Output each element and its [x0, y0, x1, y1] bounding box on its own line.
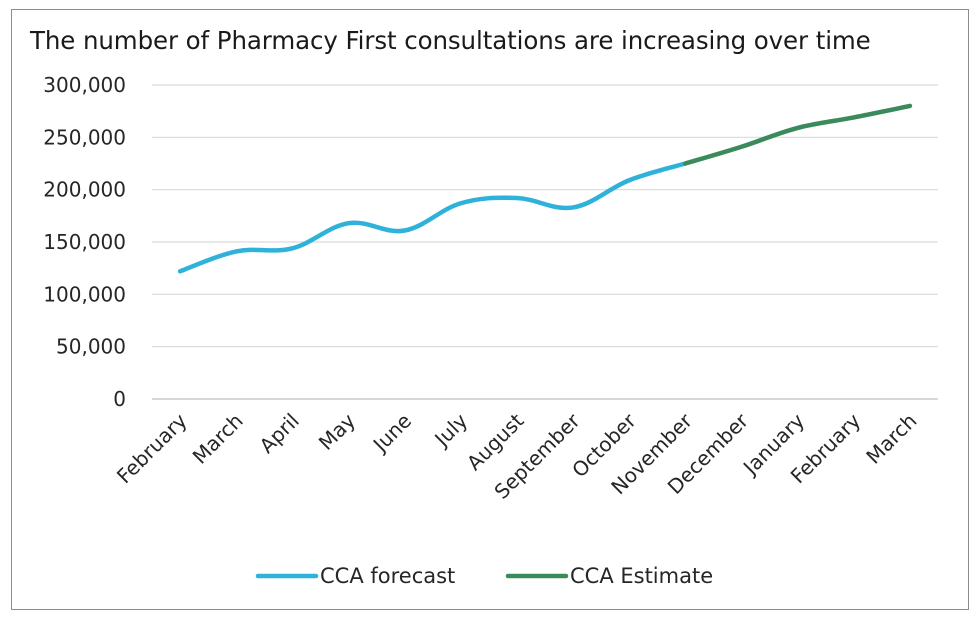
chart-frame — [11, 9, 969, 610]
y-tick-label: 50,000 — [56, 335, 126, 359]
x-tick-label: June — [367, 409, 416, 458]
chart-title: The number of Pharmacy First consultatio… — [30, 26, 871, 55]
x-tick-label: May — [314, 408, 360, 454]
y-tick-label: 200,000 — [43, 178, 126, 202]
legend-label: CCA Estimate — [570, 564, 713, 588]
y-tick-label: 150,000 — [43, 230, 126, 254]
x-tick-label: March — [188, 409, 248, 469]
gridlines — [152, 84, 938, 400]
legend-label: CCA forecast — [320, 564, 455, 588]
y-tick-label: 0 — [113, 387, 126, 411]
legend: CCA forecast CCA Estimate — [255, 564, 713, 588]
x-tick-label: February — [112, 408, 192, 488]
y-axis-ticks: 0 50,000 100,000 150,000 200,000 250,000 300,0… — [43, 73, 126, 411]
x-tick-label: March — [861, 409, 921, 469]
y-tick-label: 250,000 — [43, 125, 126, 149]
series-line-cca-estimate — [683, 103, 913, 166]
y-tick-label: 100,000 — [43, 282, 126, 306]
series-lines — [177, 103, 913, 274]
x-tick-label: April — [255, 409, 304, 458]
x-tick-label: July — [429, 408, 473, 452]
y-tick-label: 300,000 — [43, 73, 126, 97]
series-line-cca-forecast — [177, 161, 688, 274]
